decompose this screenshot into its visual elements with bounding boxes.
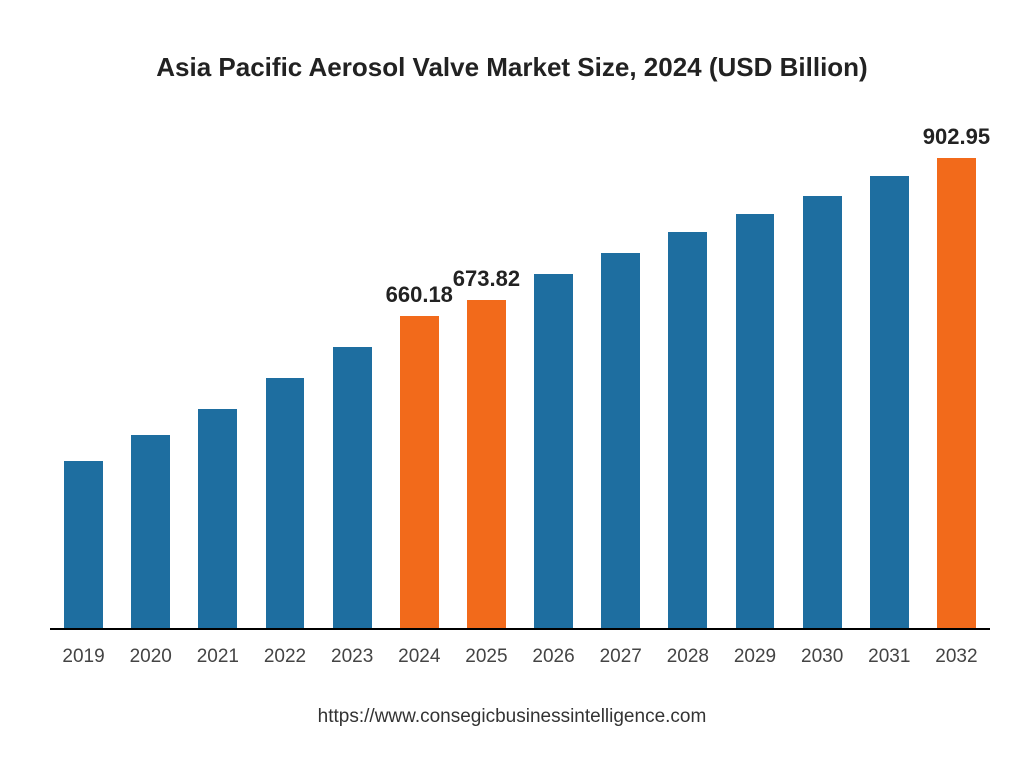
bar-value-label: 673.82 — [453, 266, 520, 292]
plot-area: 660.18673.82902.95 — [50, 130, 990, 630]
bar-2030 — [803, 196, 842, 628]
x-tick-2031: 2031 — [868, 646, 910, 668]
bar-2022 — [266, 378, 305, 628]
bar-2032: 902.95 — [937, 158, 976, 628]
bar-2028 — [668, 232, 707, 628]
bar-2026 — [534, 274, 573, 628]
bar-value-label: 902.95 — [923, 124, 990, 150]
bar-2020 — [131, 435, 170, 628]
x-tick-2020: 2020 — [130, 646, 172, 668]
x-axis: 2019 2020 2021 2022 2023 2024 2025 2026 2027 2028… — [50, 632, 990, 672]
bar-2027 — [601, 253, 640, 628]
bar-fill — [668, 232, 707, 628]
bar-fill — [534, 274, 573, 628]
bar-value-label: 660.18 — [386, 282, 453, 308]
bar-fill — [937, 158, 976, 628]
attribution-link: https://www.consegicbusinessintelligence… — [0, 706, 1024, 728]
bar-fill — [803, 196, 842, 628]
bar-fill — [400, 316, 439, 629]
x-tick-2019: 2019 — [62, 646, 104, 668]
bar-2025: 673.82 — [467, 300, 506, 628]
chart-title: Asia Pacific Aerosol Valve Market Size, … — [0, 52, 1024, 83]
x-tick-2027: 2027 — [600, 646, 642, 668]
bar-2024: 660.18 — [400, 316, 439, 629]
bar-fill — [64, 461, 103, 628]
x-tick-2025: 2025 — [465, 646, 507, 668]
x-tick-2030: 2030 — [801, 646, 843, 668]
x-tick-2023: 2023 — [331, 646, 373, 668]
bar-2023 — [333, 347, 372, 628]
bar-fill — [736, 214, 775, 628]
bar-fill — [198, 409, 237, 628]
bar-fill — [333, 347, 372, 628]
x-tick-2028: 2028 — [667, 646, 709, 668]
x-tick-2024: 2024 — [398, 646, 440, 668]
bar-fill — [131, 435, 170, 628]
bar-2019 — [64, 461, 103, 628]
bar-fill — [870, 176, 909, 628]
bar-fill — [467, 300, 506, 628]
x-tick-2032: 2032 — [935, 646, 977, 668]
bar-2021 — [198, 409, 237, 628]
bar-fill — [601, 253, 640, 628]
bar-2029 — [736, 214, 775, 628]
x-tick-2022: 2022 — [264, 646, 306, 668]
x-tick-2026: 2026 — [532, 646, 574, 668]
bar-2031 — [870, 176, 909, 628]
bar-fill — [266, 378, 305, 628]
x-tick-2021: 2021 — [197, 646, 239, 668]
x-tick-2029: 2029 — [734, 646, 776, 668]
